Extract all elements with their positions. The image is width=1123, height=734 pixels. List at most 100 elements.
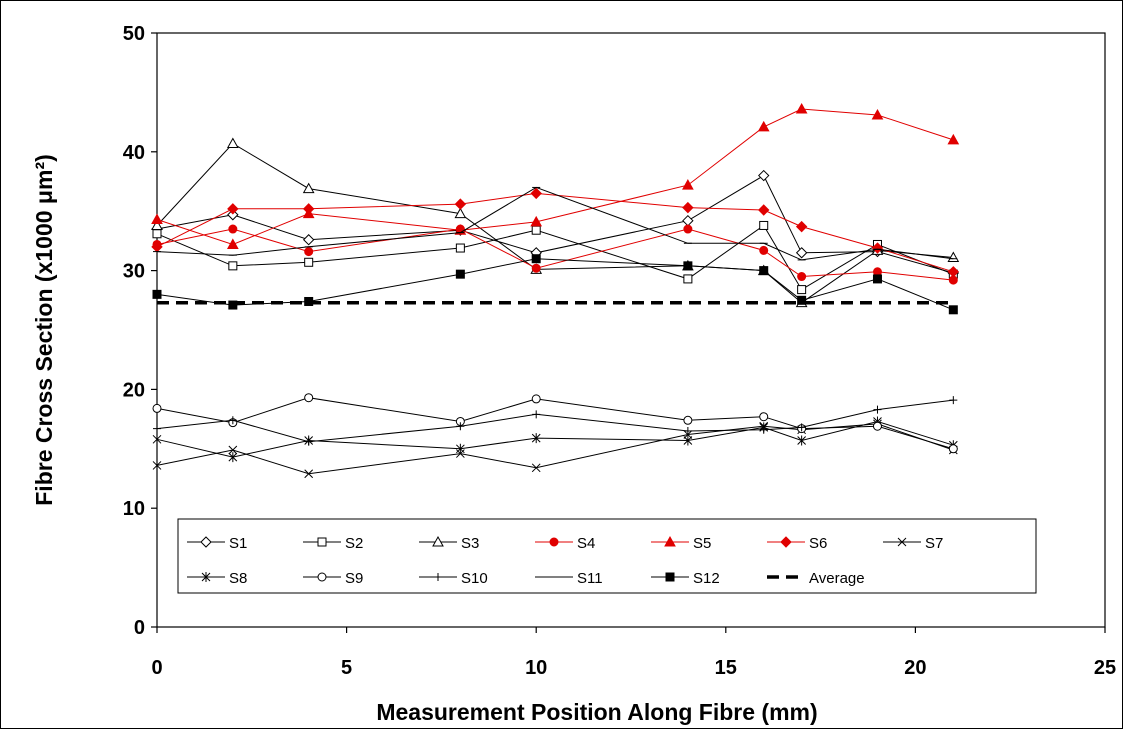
data-point	[873, 405, 882, 414]
data-point	[227, 203, 239, 215]
legend-item-s6: S6	[767, 535, 827, 552]
series-s11	[153, 186, 958, 261]
data-point	[683, 274, 693, 284]
data-point	[947, 133, 960, 145]
data-point	[454, 224, 467, 235]
data-point	[304, 393, 314, 403]
data-point	[454, 207, 467, 219]
data-point	[795, 220, 808, 233]
data-point	[759, 220, 769, 230]
data-point	[683, 415, 693, 425]
y-axis: 0 10 20 30 40 50	[123, 23, 157, 639]
series-s12	[152, 254, 958, 315]
x-tick-label: 15	[715, 657, 737, 679]
data-point	[797, 423, 806, 432]
data-point	[947, 251, 960, 263]
data-point	[759, 245, 769, 255]
data-point	[531, 225, 541, 235]
series-line	[156, 423, 954, 475]
data-point	[455, 269, 465, 279]
series-line	[156, 108, 954, 246]
data-point	[304, 469, 314, 479]
data-point	[795, 103, 808, 114]
data-point	[228, 224, 238, 234]
x-tick-label: 0	[151, 657, 162, 679]
x-axis-label: Measurement Position Along Fibre (mm)	[376, 699, 817, 725]
legend-marker	[664, 535, 676, 547]
data-point	[758, 204, 770, 216]
series-line	[156, 397, 954, 450]
x-axis: 0 5 10 15 20 25	[151, 627, 1116, 679]
series-line	[156, 258, 954, 311]
legend-item-s2: S2	[303, 535, 363, 552]
legend: S1 S2 S3 S4 S5 S6 S7 S8 S9 S10 S11 S12 Average	[177, 518, 1037, 594]
data-point	[302, 234, 315, 246]
legend-label: S12	[693, 570, 720, 587]
y-tick-label: 30	[123, 261, 145, 283]
data-point	[759, 266, 769, 276]
series-layer	[151, 103, 960, 479]
legend-item-s8: S8	[187, 570, 247, 587]
data-point	[683, 435, 693, 446]
data-point	[228, 300, 238, 310]
legend-item-s1: S1	[187, 535, 247, 552]
data-point	[302, 182, 315, 194]
legend-label: S2	[345, 535, 363, 552]
data-point	[532, 410, 541, 419]
legend-item-s3: S3	[419, 535, 479, 552]
data-point	[947, 266, 960, 278]
x-tick-label: 5	[341, 657, 352, 679]
legend-marker	[201, 572, 211, 582]
x-tick-label: 20	[904, 657, 926, 679]
data-point	[795, 247, 808, 259]
x-tick-label: 10	[525, 657, 547, 679]
data-point	[455, 243, 465, 253]
legend-item-s5: S5	[651, 535, 711, 552]
legend-item-average: Average	[767, 570, 865, 587]
legend-item-s4: S4	[535, 535, 595, 552]
legend-label: S11	[577, 570, 603, 587]
data-point	[683, 224, 693, 234]
data-point	[948, 305, 958, 315]
data-point	[302, 203, 315, 215]
data-point	[152, 461, 162, 470]
data-point	[531, 263, 541, 273]
y-tick-label: 20	[123, 379, 145, 401]
y-tick-label: 50	[123, 23, 145, 45]
series-s5	[151, 103, 960, 249]
series-s4	[152, 224, 958, 285]
legend-label: S3	[461, 535, 479, 552]
legend-box	[177, 518, 1037, 594]
data-point	[531, 463, 541, 473]
x-tick-label: 25	[1094, 657, 1116, 679]
series-s10	[153, 396, 958, 446]
series-line	[156, 224, 954, 291]
legend-marker	[317, 537, 327, 547]
series-line	[156, 142, 954, 304]
data-point	[454, 198, 467, 210]
legend-marker	[780, 536, 792, 548]
data-point	[226, 238, 239, 249]
legend-item-s12: S12	[651, 570, 720, 587]
y-tick-label: 0	[134, 617, 145, 639]
data-point	[872, 421, 882, 431]
series-line	[156, 228, 954, 281]
legend-marker	[434, 573, 442, 581]
y-tick-label: 10	[123, 498, 145, 520]
legend-label: S7	[925, 535, 943, 552]
data-point	[228, 416, 237, 425]
legend-label: S6	[809, 535, 827, 552]
legend-marker	[432, 535, 444, 547]
series-line	[156, 192, 954, 273]
data-point	[304, 257, 314, 267]
data-point	[682, 179, 694, 190]
data-point	[797, 272, 807, 282]
data-point	[228, 261, 238, 271]
series-line	[156, 174, 954, 274]
data-point	[228, 445, 238, 455]
legend-marker	[549, 537, 559, 547]
series-s6	[151, 187, 960, 278]
